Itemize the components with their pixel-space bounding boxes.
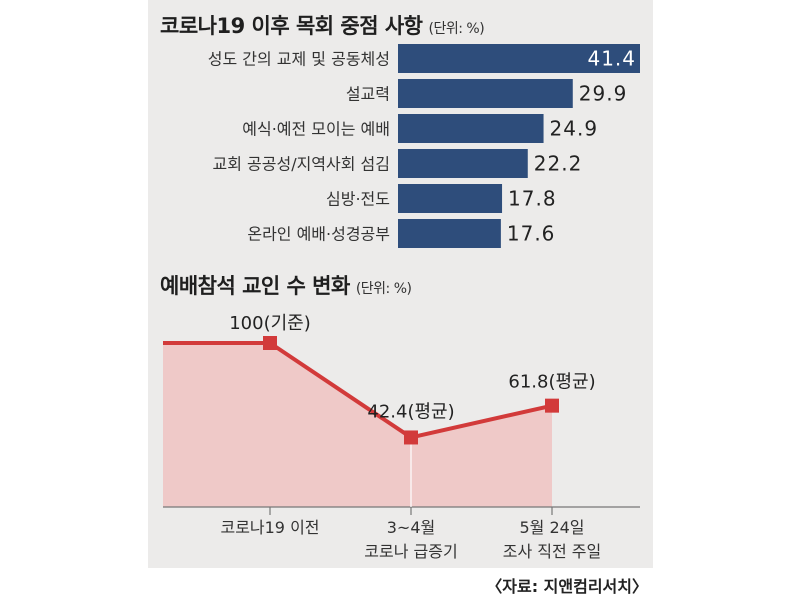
x-tick-label: 코로나19 이전 bbox=[220, 518, 319, 537]
data-point-marker bbox=[263, 336, 277, 350]
bar-value-label: 17.6 bbox=[507, 222, 556, 246]
data-point-label: 42.4(평균) bbox=[367, 401, 454, 422]
x-tick-label: 조사 직전 주일 bbox=[503, 542, 602, 561]
bar bbox=[398, 44, 640, 73]
bar-category-label: 교회 공공성/지역사회 섬김 bbox=[213, 155, 390, 174]
bar-chart-unit: (단위: %) bbox=[428, 21, 485, 37]
source-note: 〈자료: 지앤컴리서치〉 bbox=[486, 577, 648, 596]
bar-value-label: 41.4 bbox=[587, 47, 636, 71]
bar-value-label: 29.9 bbox=[579, 82, 628, 106]
area-fill bbox=[163, 343, 552, 507]
bar-category-label: 심방·전도 bbox=[326, 190, 390, 209]
series-line bbox=[163, 341, 553, 440]
x-tick-label: 3~4월 bbox=[387, 518, 436, 537]
bar-category-label: 예식·예전 모이는 예배 bbox=[242, 120, 390, 139]
data-point-marker bbox=[545, 398, 559, 413]
bar-value-label: 24.9 bbox=[550, 117, 599, 141]
bar-category-label: 성도 간의 교제 및 공동체성 bbox=[208, 50, 390, 69]
bar bbox=[398, 184, 503, 213]
bar bbox=[398, 79, 573, 108]
bar bbox=[398, 149, 528, 178]
bar bbox=[398, 114, 544, 143]
x-tick-label: 5월 24일 bbox=[519, 518, 584, 537]
area-chart-title: 예배참석 교인 수 변화 (단위: %) bbox=[160, 274, 412, 298]
bar-value-label: 22.2 bbox=[534, 152, 583, 176]
data-point-label: 100(기준) bbox=[229, 313, 311, 334]
bar-chart-title: 코로나19 이후 목회 중점 사항 (단위: %) bbox=[160, 14, 485, 38]
bar-category-label: 온라인 예배·성경공부 bbox=[247, 225, 390, 244]
data-point-label: 61.8(평균) bbox=[508, 372, 595, 393]
bar bbox=[398, 219, 501, 248]
data-point-marker bbox=[404, 430, 418, 445]
bar-value-label: 17.8 bbox=[508, 187, 557, 211]
bar-category-label: 설교력 bbox=[346, 85, 390, 104]
x-tick-label: 코로나 급증기 bbox=[364, 542, 457, 561]
area-chart-unit: (단위: %) bbox=[355, 281, 412, 297]
